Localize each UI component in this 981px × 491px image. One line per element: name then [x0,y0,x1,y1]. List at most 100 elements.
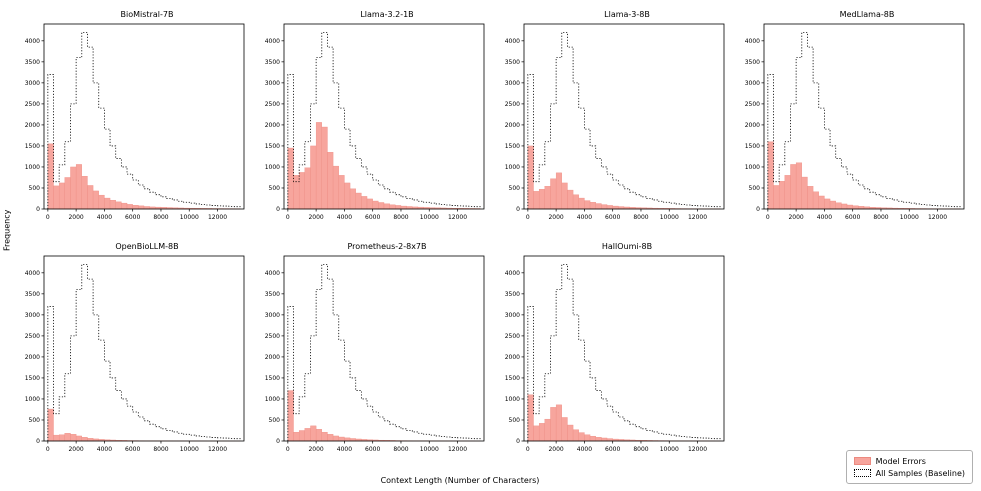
svg-text:1500: 1500 [745,143,760,150]
subplot-title: HallOumi-8B [601,242,653,251]
svg-text:3500: 3500 [25,59,40,66]
svg-text:6000: 6000 [605,214,620,221]
y-axis-label: Frequency [2,209,12,251]
svg-text:2500: 2500 [505,101,520,108]
svg-text:4000: 4000 [97,446,112,453]
svg-text:0: 0 [516,206,520,213]
legend-item-model-errors: Model Errors [853,455,965,467]
subplot-grid: BioMistral-7B 0 2000 4000 6000 8000 10000 1200… [14,8,974,456]
svg-text:4000: 4000 [265,38,280,45]
svg-text:12000: 12000 [448,446,467,453]
svg-text:1500: 1500 [265,143,280,150]
svg-text:3000: 3000 [745,80,760,87]
svg-text:500: 500 [269,185,281,192]
svg-text:6000: 6000 [365,446,380,453]
svg-text:4000: 4000 [25,270,40,277]
svg-text:6000: 6000 [605,446,620,453]
svg-text:0: 0 [516,438,520,445]
svg-text:10000: 10000 [420,214,439,221]
subplot-biomistral-7b: BioMistral-7B 0 2000 4000 6000 8000 10000 1200… [14,8,254,224]
svg-text:8000: 8000 [153,446,168,453]
svg-text:1500: 1500 [265,375,280,382]
svg-text:2500: 2500 [25,333,40,340]
svg-text:12000: 12000 [208,446,227,453]
svg-text:3500: 3500 [745,59,760,66]
svg-text:8000: 8000 [393,446,408,453]
histogram-plot: 0 2000 4000 6000 8000 10000 12000 0 500 1000 1500 2… [25,255,245,453]
svg-text:0: 0 [46,214,50,221]
svg-text:8000: 8000 [633,214,648,221]
svg-text:6000: 6000 [845,214,860,221]
svg-text:4000: 4000 [505,270,520,277]
subplot-title: BioMistral-7B [120,10,174,19]
svg-text:3500: 3500 [505,291,520,298]
svg-text:3000: 3000 [265,312,280,319]
svg-text:1000: 1000 [265,396,280,403]
svg-text:4000: 4000 [265,270,280,277]
svg-text:3500: 3500 [25,291,40,298]
svg-text:2000: 2000 [25,122,40,129]
svg-text:500: 500 [509,185,521,192]
svg-text:1000: 1000 [25,396,40,403]
svg-text:1500: 1500 [505,143,520,150]
subplot-prometheus-2-8x7b: Prometheus-2-8x7B 0 2000 4000 6000 8000 10000… [254,240,494,456]
svg-text:500: 500 [29,417,41,424]
svg-text:0: 0 [526,446,530,453]
histogram-plot: 0 2000 4000 6000 8000 10000 12000 0 500 1000 1500 2… [25,23,245,221]
svg-text:2500: 2500 [745,101,760,108]
svg-text:1000: 1000 [505,164,520,171]
legend-label-model-errors: Model Errors [875,456,926,466]
svg-text:2000: 2000 [25,354,40,361]
svg-text:0: 0 [276,438,280,445]
svg-text:2500: 2500 [505,333,520,340]
subplot-title: Prometheus-2-8x7B [347,242,427,251]
svg-text:2000: 2000 [68,214,83,221]
svg-text:1500: 1500 [25,375,40,382]
histogram-plot: 0 2000 4000 6000 8000 10000 12000 0 500 1000 1500 2… [505,23,725,221]
svg-text:4000: 4000 [337,446,352,453]
svg-text:12000: 12000 [928,214,947,221]
svg-text:1000: 1000 [25,164,40,171]
svg-text:1500: 1500 [25,143,40,150]
svg-text:10000: 10000 [660,446,679,453]
svg-text:4000: 4000 [97,214,112,221]
svg-text:2000: 2000 [548,214,563,221]
subplot-title: Llama-3-8B [604,10,650,19]
svg-text:8000: 8000 [393,214,408,221]
svg-text:2000: 2000 [265,122,280,129]
svg-text:4000: 4000 [505,38,520,45]
subplot-medllama-8b: MedLlama-8B 0 2000 4000 6000 8000 10000 12000 0… [734,8,974,224]
svg-text:12000: 12000 [208,214,227,221]
baseline-swatch [853,469,871,477]
svg-text:3000: 3000 [505,312,520,319]
subplot-llama-3-8b: Llama-3-8B 0 2000 4000 6000 8000 10000 12000 0 5… [494,8,734,224]
svg-text:10000: 10000 [180,446,199,453]
svg-text:0: 0 [766,214,770,221]
svg-text:6000: 6000 [365,214,380,221]
svg-text:3500: 3500 [265,59,280,66]
svg-text:2000: 2000 [265,354,280,361]
svg-text:2500: 2500 [25,101,40,108]
subplot-halloumi-8b: HallOumi-8B 0 2000 4000 6000 8000 10000 12000 0… [494,240,734,456]
subplot-title: Llama-3.2-1B [360,10,414,19]
svg-text:10000: 10000 [660,214,679,221]
histogram-plot: 0 2000 4000 6000 8000 10000 12000 0 500 1000 1500 2… [265,23,485,221]
svg-text:0: 0 [526,214,530,221]
svg-text:10000: 10000 [420,446,439,453]
svg-text:12000: 12000 [688,214,707,221]
svg-text:1000: 1000 [505,396,520,403]
legend: Model Errors All Samples (Baseline) [845,450,973,484]
svg-text:4000: 4000 [577,214,592,221]
svg-text:2000: 2000 [788,214,803,221]
svg-text:1500: 1500 [505,375,520,382]
svg-text:3000: 3000 [265,80,280,87]
svg-text:2000: 2000 [505,354,520,361]
svg-text:2500: 2500 [265,101,280,108]
subplot-openbiollm-8b: OpenBioLLM-8B 0 2000 4000 6000 8000 10000 1200… [14,240,254,456]
svg-text:3500: 3500 [505,59,520,66]
svg-text:0: 0 [756,206,760,213]
svg-text:12000: 12000 [448,214,467,221]
svg-text:0: 0 [36,206,40,213]
svg-text:2000: 2000 [308,214,323,221]
